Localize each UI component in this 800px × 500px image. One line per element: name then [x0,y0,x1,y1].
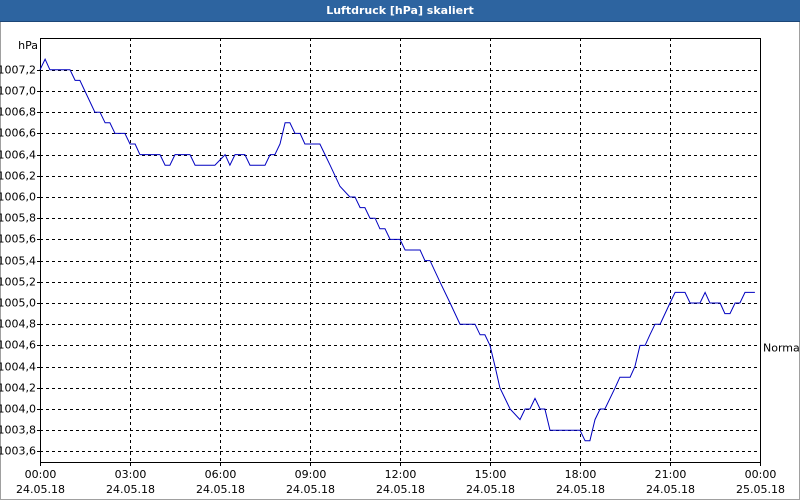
x-tick-sublabel: 25.05.18 [736,483,785,496]
x-tick-sublabel: 24.05.18 [106,483,155,496]
x-tick-sublabel: 24.05.18 [376,483,425,496]
title-bar: Luftdruck [hPa] skaliert [0,0,800,22]
annotation: Normal [763,341,800,354]
y-tick-label: 1004,8 [0,318,36,331]
y-tick-label: 1003,8 [0,424,36,437]
x-tick-sublabel: 24.05.18 [466,483,515,496]
y-tick-label: 1005,6 [0,233,36,246]
x-tick-sublabel: 24.05.18 [646,483,695,496]
x-tick-label: 06:00 [205,468,237,481]
x-tick-label: 00:00 [745,468,777,481]
y-tick-label: 1004,4 [0,361,36,374]
y-tick-label: 1005,2 [0,276,36,289]
x-tick-label: 09:00 [295,468,327,481]
y-tick-label: 1006,4 [0,149,36,162]
x-tick-label: 00:00 [25,468,57,481]
x-tick-label: 21:00 [655,468,687,481]
y-tick-label: 1005,8 [0,212,36,225]
y-tick-label: 1004,0 [0,403,36,416]
y-tick-label: 1006,2 [0,170,36,183]
y-axis-label: hPa [18,39,38,52]
y-tick-label: 1005,0 [0,297,36,310]
x-tick-sublabel: 24.05.18 [196,483,245,496]
y-tick-label: 1005,4 [0,255,36,268]
x-tick-sublabel: 24.05.18 [16,483,65,496]
y-tick-label: 1007,0 [0,85,36,98]
line-series [39,58,755,442]
x-tick-sublabel: 24.05.18 [286,483,335,496]
y-tick-label: 1007,2 [0,64,36,77]
plot-border [40,38,761,463]
x-tick-sublabel: 24.05.18 [556,483,605,496]
x-tick-label: 12:00 [385,468,417,481]
y-tick-label: 1006,6 [0,127,36,140]
y-tick-label: 1006,0 [0,191,36,204]
x-tick-label: 15:00 [475,468,507,481]
y-tick-label: 1004,2 [0,382,36,395]
x-tick-label: 18:00 [565,468,597,481]
y-tick-label: 1004,6 [0,339,36,352]
y-tick-label: 1003,6 [0,445,36,458]
chart-title: Luftdruck [hPa] skaliert [326,4,474,17]
y-tick-label: 1006,8 [0,106,36,119]
x-tick-label: 03:00 [115,468,147,481]
